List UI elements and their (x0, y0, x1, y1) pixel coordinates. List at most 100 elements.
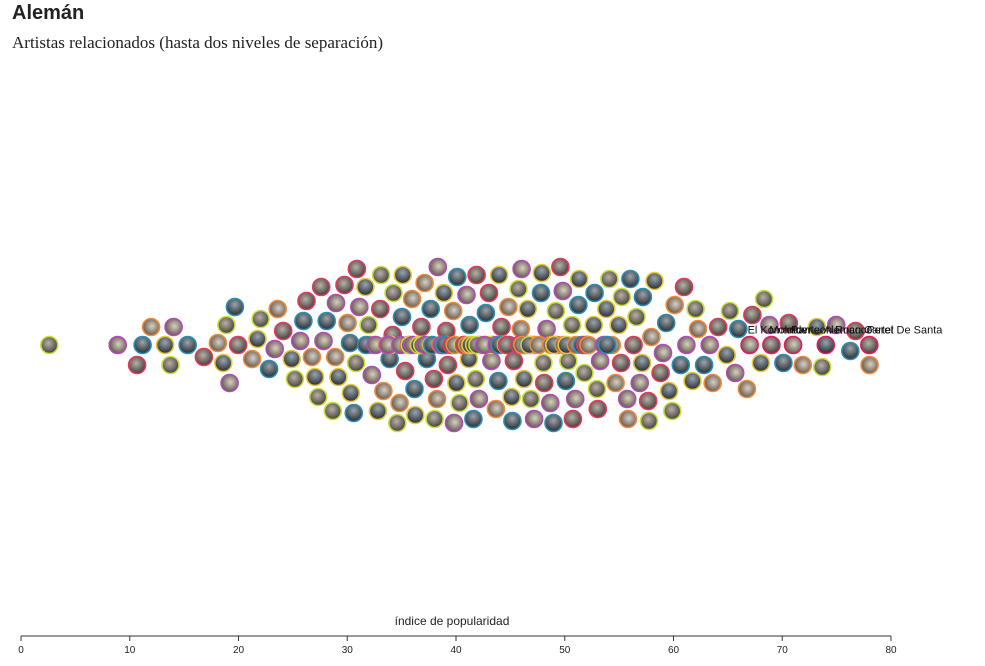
artist-node[interactable] (325, 347, 345, 367)
artist-node[interactable] (415, 273, 434, 293)
artist-node[interactable] (464, 409, 483, 429)
artist-node[interactable] (588, 399, 608, 419)
artist-node[interactable] (662, 401, 682, 421)
artist-node[interactable] (141, 317, 161, 337)
artist-node[interactable] (421, 299, 441, 319)
artist-node[interactable] (665, 295, 685, 315)
artist-node[interactable] (450, 393, 469, 413)
artist-node[interactable] (754, 289, 774, 309)
artist-node[interactable] (108, 335, 127, 355)
artist-node[interactable] (387, 413, 407, 433)
artist-node[interactable] (514, 369, 534, 389)
artist-node[interactable] (228, 335, 248, 355)
artist-node[interactable] (671, 355, 691, 375)
artist-node[interactable] (242, 349, 262, 369)
artist-node[interactable] (617, 389, 637, 409)
artist-node-highlighted[interactable] (762, 335, 781, 355)
artist-node[interactable] (251, 309, 270, 329)
artist-node[interactable] (860, 355, 879, 375)
artist-node[interactable] (534, 353, 553, 373)
artist-node[interactable] (686, 299, 705, 319)
artist-node[interactable] (760, 315, 779, 335)
artist-node[interactable] (290, 331, 310, 351)
artist-node[interactable] (521, 389, 541, 409)
artist-node[interactable] (370, 299, 390, 319)
artist-node[interactable] (688, 319, 708, 339)
artist-node[interactable] (638, 391, 658, 411)
artist-node[interactable] (346, 353, 366, 373)
artist-node[interactable] (282, 349, 302, 369)
artist-node[interactable] (575, 363, 594, 383)
artist-node[interactable] (384, 283, 403, 303)
artist-node-highlighted[interactable] (783, 335, 803, 355)
artist-node[interactable] (405, 405, 425, 425)
artist-node[interactable] (444, 413, 464, 433)
artist-node[interactable] (323, 401, 343, 421)
artist-node[interactable] (618, 409, 638, 429)
artist-node[interactable] (489, 265, 509, 285)
artist-node[interactable] (703, 373, 723, 393)
artist-node[interactable] (390, 393, 409, 413)
artist-node[interactable] (597, 335, 617, 355)
artist-node[interactable] (534, 373, 554, 393)
artist-node[interactable] (486, 399, 506, 419)
artist-node[interactable] (551, 257, 570, 277)
artist-node[interactable] (532, 263, 552, 283)
artist-node[interactable] (273, 321, 293, 341)
artist-node[interactable] (720, 301, 740, 321)
artist-node[interactable] (518, 299, 538, 319)
artist-node[interactable] (447, 267, 467, 287)
artist-node[interactable] (492, 317, 511, 337)
artist-node[interactable] (434, 283, 454, 303)
artist-node[interactable] (563, 409, 583, 429)
artist-node[interactable] (482, 351, 501, 371)
artist-node[interactable] (651, 363, 670, 383)
artist-node[interactable] (368, 401, 388, 421)
artist-node[interactable] (127, 355, 147, 375)
artist-node[interactable] (656, 313, 676, 333)
artist-node[interactable] (428, 257, 448, 277)
artist-node[interactable] (632, 353, 652, 373)
artist-node[interactable] (611, 353, 631, 373)
artist-node[interactable] (653, 343, 673, 363)
artist-node[interactable] (308, 387, 328, 407)
artist-node[interactable] (584, 315, 604, 335)
artist-node[interactable] (531, 283, 551, 303)
artist-node[interactable] (700, 335, 720, 355)
artist-node[interactable] (359, 315, 378, 335)
artist-node[interactable] (737, 379, 757, 399)
artist-node[interactable] (326, 293, 346, 313)
artist-node-highlighted[interactable] (859, 335, 879, 355)
artist-node[interactable] (476, 303, 496, 323)
artist-node[interactable] (457, 285, 476, 305)
artist-node[interactable] (302, 347, 322, 367)
artist-node[interactable] (612, 287, 632, 307)
artist-node[interactable] (469, 389, 489, 409)
artist-node[interactable] (208, 333, 228, 353)
artist-node[interactable] (630, 373, 650, 393)
artist-node[interactable] (225, 297, 245, 317)
artist-node[interactable] (467, 265, 486, 285)
artist-node[interactable] (729, 319, 748, 339)
artist-node[interactable] (596, 299, 616, 319)
artist-node[interactable] (164, 317, 183, 337)
artist-node[interactable] (317, 311, 337, 331)
artist-node[interactable] (579, 335, 598, 355)
artist-node[interactable] (674, 277, 694, 297)
artist-node[interactable] (349, 297, 369, 317)
artist-node[interactable] (294, 311, 313, 331)
artist-node[interactable] (424, 369, 444, 389)
artist-node[interactable] (347, 259, 367, 279)
artist-node[interactable] (329, 367, 348, 387)
artist-node[interactable] (371, 265, 391, 285)
artist-node[interactable] (447, 373, 466, 393)
artist-node[interactable] (639, 411, 659, 431)
artist-node-highlighted[interactable] (740, 335, 759, 355)
artist-node[interactable] (392, 307, 412, 327)
artist-node[interactable] (524, 409, 544, 429)
artist-node[interactable] (443, 301, 463, 321)
artist-node[interactable] (600, 269, 619, 289)
artist-node[interactable] (585, 283, 604, 303)
artist-node[interactable] (335, 275, 354, 295)
artist-node[interactable] (725, 363, 745, 383)
